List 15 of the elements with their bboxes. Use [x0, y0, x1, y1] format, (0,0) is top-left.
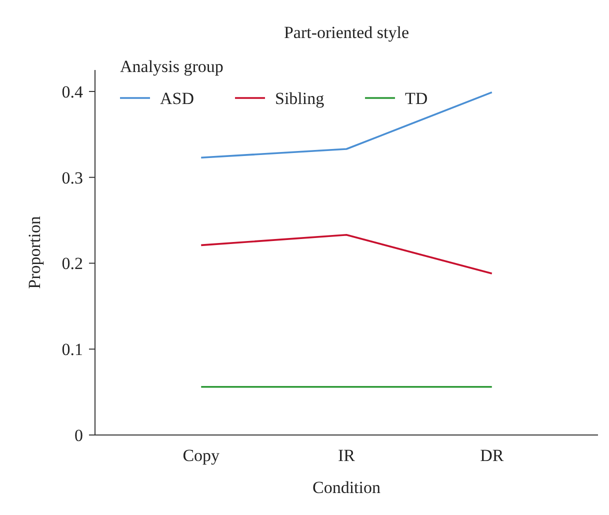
legend-label: TD [405, 88, 428, 108]
y-tick-label: 0.1 [62, 340, 83, 360]
y-tick-label: 0.2 [62, 254, 83, 274]
legend-label: Sibling [275, 88, 325, 108]
y-tick-label: 0.4 [62, 82, 84, 102]
legend-label: ASD [160, 88, 194, 108]
legend-title: Analysis group [120, 57, 224, 76]
y-tick-label: 0 [74, 426, 83, 445]
x-tick-label: IR [338, 446, 356, 465]
x-tick-label: Copy [182, 446, 220, 465]
y-axis-title: Proportion [25, 216, 44, 289]
x-tick-label: DR [480, 446, 504, 465]
y-tick-label: 0.3 [62, 168, 83, 188]
chart-title: Part-oriented style [284, 23, 410, 42]
x-axis-title: Condition [312, 478, 381, 497]
